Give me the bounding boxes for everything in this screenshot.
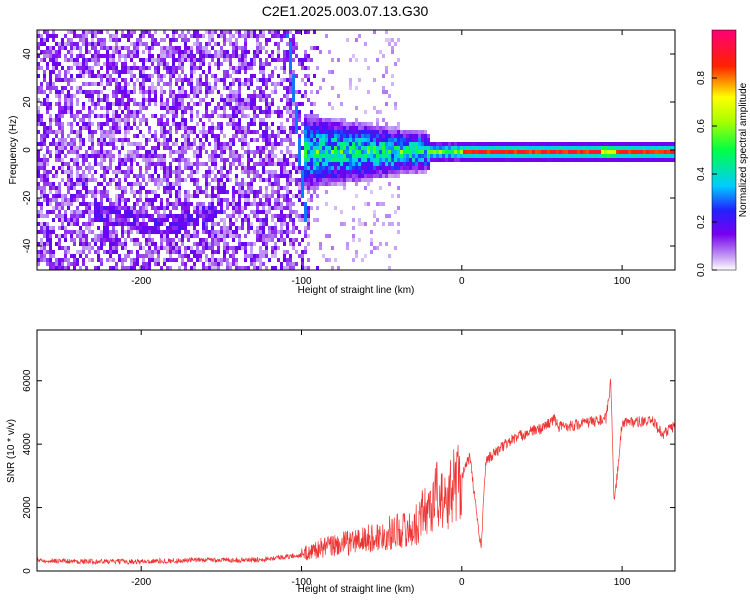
colorbar-tick-label: 0.2 [696, 215, 707, 229]
x-tick-label: 100 [614, 276, 631, 287]
spectrogram-y-axis-label: Frequency (Hz) [8, 116, 19, 185]
figure-title: C2E1.2025.003.07.13.G30 [262, 3, 429, 19]
y-tick-label: 0 [22, 568, 33, 574]
snr-series-line [37, 378, 675, 566]
colorbar-tick-label: 0.4 [696, 167, 707, 181]
snr-x-ticks: -200 -100 0 100 [131, 330, 631, 588]
x-tick-label: 0 [459, 276, 465, 287]
y-tick-label: 40 [22, 48, 33, 60]
y-tick-label: 20 [22, 96, 33, 108]
y-tick-label: 2000 [22, 496, 33, 519]
x-tick-label: -100 [291, 577, 311, 588]
snr-x-axis-label: Height of straight line (km) [298, 584, 415, 595]
spectrogram-y-ticks: 40 20 0 -20 -40 [22, 48, 675, 253]
colorbar-gradient [711, 29, 737, 271]
colorbar-ticks: 0.0 0.2 0.4 0.6 0.8 [696, 71, 717, 277]
colorbar-tick-label: 0.8 [696, 71, 707, 85]
x-tick-label: -200 [131, 577, 151, 588]
spectrogram-x-axis-label: Height of straight line (km) [298, 285, 415, 296]
snr-frame [36, 329, 676, 572]
y-tick-label: 0 [22, 147, 33, 153]
y-tick-label: -20 [22, 190, 33, 205]
snr-y-ticks: 0 2000 4000 6000 [22, 369, 675, 574]
colorbar-tick-label: 0.6 [696, 119, 707, 133]
y-tick-label: -40 [22, 238, 33, 253]
spectrogram-panel: -200 -100 0 100 40 20 0 -20 -40 Height of strai… [8, 29, 676, 296]
y-tick-label: 4000 [22, 433, 33, 456]
x-tick-label: 100 [614, 577, 631, 588]
spectrogram-x-ticks: -200 -100 0 100 [131, 30, 631, 287]
colorbar-label: Normalized spectral amplitude [738, 82, 749, 217]
colorbar-tick-label: 0.0 [696, 263, 707, 277]
colorbar: 0.0 0.2 0.4 0.6 0.8 Normalized spectral ampl… [696, 29, 749, 277]
x-tick-label: -100 [291, 276, 311, 287]
x-tick-label: 0 [459, 577, 465, 588]
x-tick-label: -200 [131, 276, 151, 287]
snr-y-axis-label: SNR (10 * v/v) [6, 419, 17, 483]
spectrogram-cells [37, 30, 675, 270]
y-tick-label: 6000 [22, 369, 33, 392]
